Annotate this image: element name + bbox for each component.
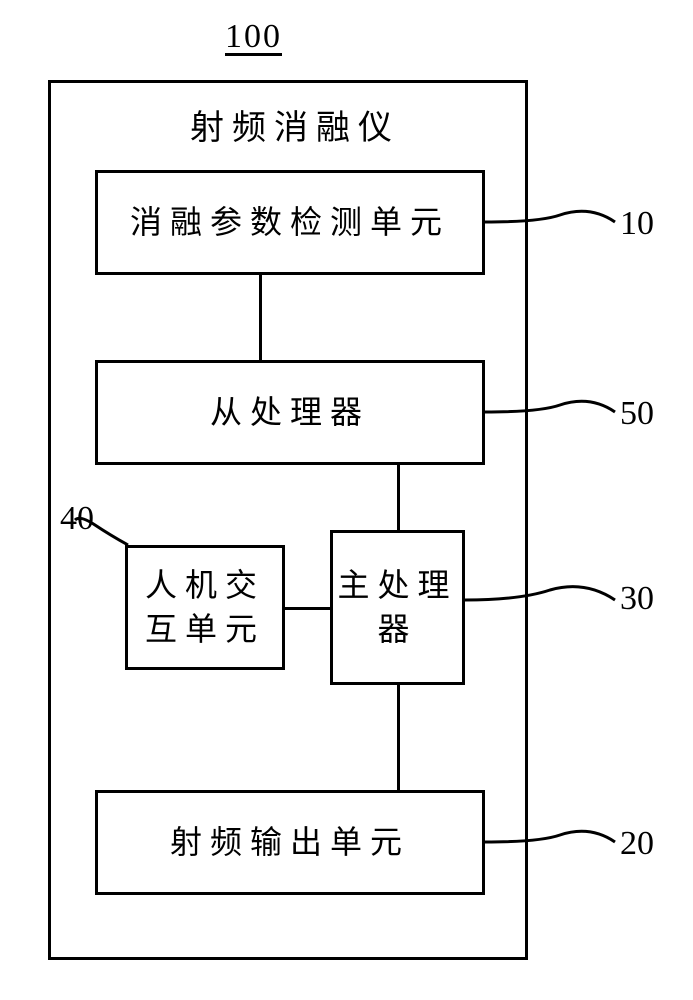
lead-30	[465, 587, 615, 600]
ref-label-50: 50	[620, 395, 654, 433]
diagram-canvas: 100 射频消融仪 消融参数检测单元 从处理器 人机交 互单元 主处理 器 射频…	[0, 0, 693, 1000]
ref-label-30: 30	[620, 580, 654, 618]
ref-label-20: 20	[620, 825, 654, 863]
lead-10	[485, 211, 615, 222]
ref-label-40: 40	[60, 500, 94, 538]
lead-20	[485, 831, 615, 842]
lead-lines	[0, 0, 693, 1000]
ref-label-10: 10	[620, 205, 654, 243]
lead-50	[485, 401, 615, 412]
